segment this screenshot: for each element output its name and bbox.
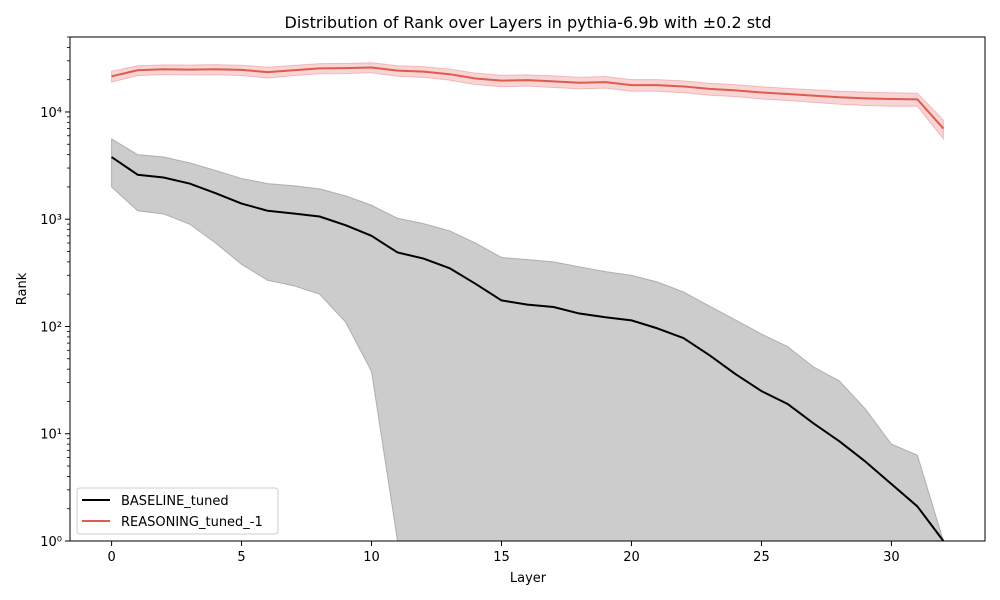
x-tick-label: 10 [363,550,380,565]
x-tick-label: 15 [493,550,510,565]
x-tick-label: 5 [237,550,245,565]
x-tick-label: 0 [107,550,115,565]
y-tick-label: 10¹ [40,428,62,443]
x-tick-label: 25 [753,550,770,565]
series-line-0 [111,156,945,542]
y-tick-label: 10³ [40,213,62,228]
chart-title: Distribution of Rank over Layers in pyth… [285,13,772,32]
y-tick-label: 10⁴ [40,106,62,121]
legend-label-reasoning: REASONING_tuned_-1 [121,515,263,530]
series-line-1 [111,66,945,130]
y-tick-label: 10² [40,320,62,335]
y-tick-label: 10⁰ [40,535,62,550]
legend: BASELINE_tuned REASONING_tuned_-1 [76,487,279,535]
plot-frame [69,36,986,542]
legend-label-baseline: BASELINE_tuned [121,494,229,509]
x-tick-label: 30 [883,550,900,565]
x-axis: 0 5 10 15 20 25 30 [107,541,900,565]
legend-box [76,487,279,535]
y-axis-label: Rank [15,272,30,305]
x-axis-label: Layer [510,571,547,586]
y-axis: 10⁰ 10¹ 10² 10³ 10⁴ [40,36,70,550]
x-tick-label: 20 [623,550,640,565]
